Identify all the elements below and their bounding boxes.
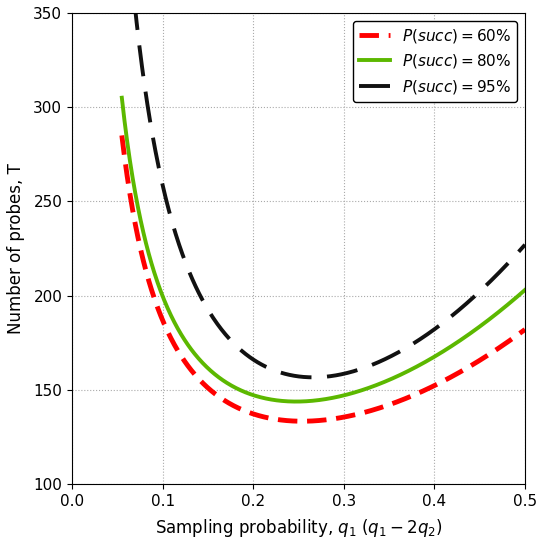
$P(succ) = 60\%$	[522, 326, 528, 333]
$P(succ) = 95\%$	[522, 241, 528, 248]
$P(succ) = 60\%$	[357, 410, 363, 417]
$P(succ) = 95\%$	[301, 373, 307, 380]
$P(succ) = 80\%$	[357, 388, 363, 394]
$P(succ) = 80\%$	[423, 358, 429, 365]
Line: $P(succ) = 80\%$: $P(succ) = 80\%$	[122, 98, 525, 401]
$P(succ) = 80\%$	[222, 379, 228, 385]
$P(succ) = 80\%$	[388, 376, 395, 382]
$P(succ) = 95\%$	[423, 332, 429, 339]
$P(succ) = 80\%$	[293, 398, 299, 405]
$P(succ) = 95\%$	[357, 366, 363, 372]
$P(succ) = 80\%$	[301, 398, 308, 405]
$P(succ) = 95\%$	[310, 374, 316, 381]
$P(succ) = 60\%$	[190, 369, 196, 376]
$P(succ) = 60\%$	[423, 387, 429, 393]
Line: $P(succ) = 60\%$: $P(succ) = 60\%$	[122, 135, 525, 421]
Line: $P(succ) = 95\%$: $P(succ) = 95\%$	[122, 0, 525, 377]
$P(succ) = 60\%$	[222, 398, 228, 405]
$P(succ) = 95\%$	[388, 353, 395, 359]
$P(succ) = 80\%$	[522, 287, 528, 293]
$P(succ) = 95\%$	[222, 331, 228, 337]
$P(succ) = 60\%$	[301, 418, 308, 424]
$P(succ) = 80\%$	[190, 349, 196, 355]
$P(succ) = 95\%$	[190, 278, 196, 284]
$P(succ) = 60\%$	[388, 401, 395, 407]
$P(succ) = 60\%$	[119, 132, 125, 139]
X-axis label: Sampling probability, $q_1$ $(q_1 - 2q_2)$: Sampling probability, $q_1$ $(q_1 - 2q_2…	[154, 517, 442, 539]
Y-axis label: Number of probes, T: Number of probes, T	[7, 163, 25, 334]
$P(succ) = 80\%$	[119, 94, 125, 101]
Legend: $P(succ) = 60\%$, $P(succ) = 80\%$, $P(succ) = 95\%$: $P(succ) = 60\%$, $P(succ) = 80\%$, $P(s…	[353, 21, 517, 102]
$P(succ) = 60\%$	[299, 418, 306, 424]
